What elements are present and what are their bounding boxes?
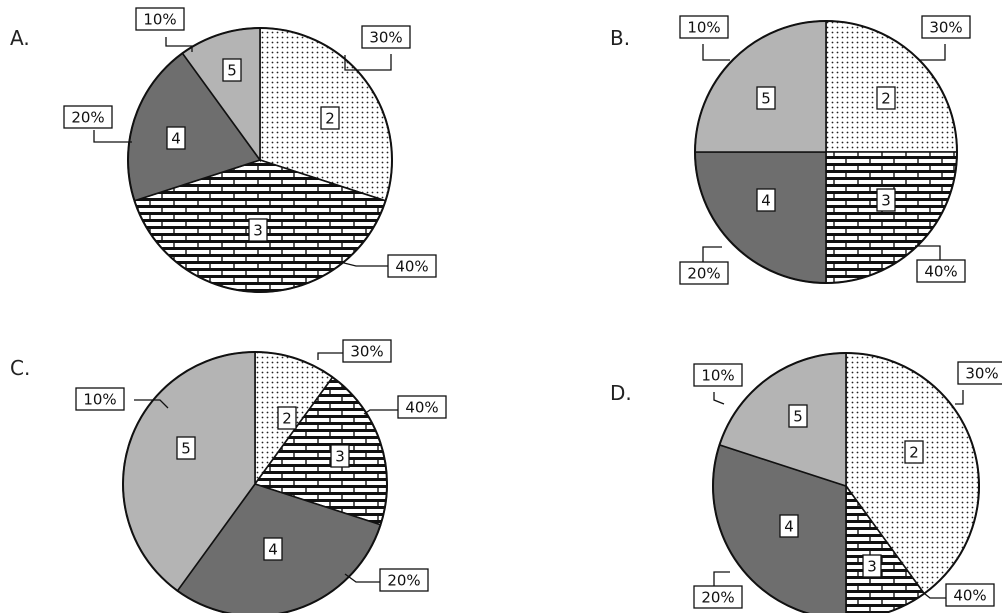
svg-text:2: 2: [909, 444, 919, 462]
pie-outline: [127, 27, 393, 293]
percent-label-4: 20%: [679, 246, 729, 285]
svg-text:3: 3: [335, 448, 345, 466]
svg-text:40%: 40%: [953, 587, 986, 605]
percent-label-2: 30%: [317, 339, 392, 363]
option-letter: C.: [10, 356, 30, 380]
svg-text:30%: 30%: [929, 19, 962, 37]
pie-chart-c: C. 2 3 4 5 30% 40% 20% 10%: [10, 339, 447, 613]
percent-label-2: 30%: [920, 15, 971, 61]
pie-chart-a: A. 2 3 4 5 30% 40% 20% 10%: [10, 7, 437, 293]
slice-label-5: 5: [222, 58, 242, 82]
svg-text:40%: 40%: [405, 399, 438, 417]
svg-text:10%: 10%: [701, 367, 734, 385]
percent-label-2: 30%: [955, 361, 1002, 405]
svg-text:20%: 20%: [687, 265, 720, 283]
slice-label-2: 2: [876, 86, 896, 110]
slice-label-3: 3: [330, 444, 350, 468]
percent-label-5: 10%: [679, 15, 730, 61]
percent-label-3: 40%: [919, 583, 995, 607]
svg-text:20%: 20%: [701, 589, 734, 607]
pie-outline: [122, 351, 388, 613]
svg-text:5: 5: [181, 440, 191, 458]
slice-label-2: 2: [904, 440, 924, 464]
option-letter: B.: [610, 26, 630, 50]
svg-text:4: 4: [761, 192, 771, 210]
svg-text:4: 4: [171, 130, 181, 148]
svg-text:10%: 10%: [83, 391, 116, 409]
svg-text:3: 3: [881, 192, 891, 210]
percent-label-4: 20%: [693, 571, 743, 609]
svg-text:30%: 30%: [965, 365, 998, 383]
slice-label-5: 5: [176, 436, 196, 460]
slice-label-3: 3: [876, 188, 896, 212]
percent-label-5: 10%: [75, 387, 169, 411]
slice-label-3: 3: [248, 218, 268, 242]
svg-text:20%: 20%: [387, 572, 420, 590]
percent-label-3: 40%: [915, 245, 966, 283]
percent-label-4: 20%: [63, 105, 132, 143]
svg-text:30%: 30%: [369, 29, 402, 47]
svg-text:4: 4: [268, 541, 278, 559]
percent-label-5: 10%: [135, 7, 193, 52]
svg-text:5: 5: [227, 62, 237, 80]
pie-outline: [694, 20, 958, 284]
svg-text:3: 3: [253, 222, 263, 240]
pie-chart-b: B. 2 3 4 5 30% 40% 20% 10%: [610, 15, 971, 285]
slice-label-2: 2: [320, 106, 340, 130]
svg-text:5: 5: [761, 90, 771, 108]
svg-text:10%: 10%: [143, 11, 176, 29]
svg-text:4: 4: [784, 518, 794, 536]
percent-label-2: 30%: [344, 25, 411, 71]
pie-outline: [712, 352, 980, 613]
slice-label-4: 4: [779, 514, 799, 538]
percent-label-3: 40%: [363, 395, 447, 419]
percent-label-3: 40%: [339, 254, 437, 278]
option-letter: A.: [10, 26, 30, 50]
svg-text:5: 5: [793, 408, 803, 426]
svg-text:3: 3: [867, 558, 877, 576]
svg-text:40%: 40%: [395, 258, 428, 276]
percent-label-5: 10%: [693, 363, 743, 405]
slice-label-4: 4: [756, 188, 776, 212]
svg-text:2: 2: [282, 410, 292, 428]
slice-label-4: 4: [166, 126, 186, 150]
svg-text:2: 2: [325, 110, 335, 128]
svg-text:40%: 40%: [924, 263, 957, 281]
svg-text:2: 2: [881, 90, 891, 108]
svg-text:10%: 10%: [687, 19, 720, 37]
slice-label-4: 4: [263, 537, 283, 561]
slice-label-5: 5: [756, 86, 776, 110]
slice-label-5: 5: [788, 404, 808, 428]
svg-text:30%: 30%: [350, 343, 383, 361]
percent-label-4: 20%: [344, 568, 429, 592]
svg-text:20%: 20%: [71, 109, 104, 127]
option-letter: D.: [610, 381, 632, 405]
pie-chart-d: D. 2 3 4 5 30% 40% 20% 10%: [610, 352, 1002, 613]
slice-label-3: 3: [862, 554, 882, 578]
slice-label-2: 2: [277, 406, 297, 430]
